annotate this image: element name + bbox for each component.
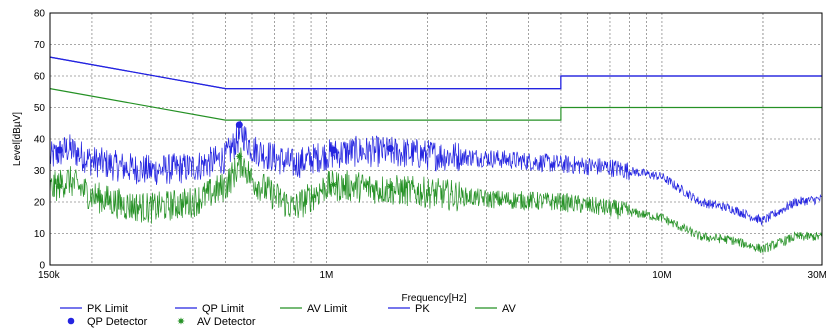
legend-item-av-limit: AV Limit xyxy=(280,303,347,315)
y-tick-label: 30 xyxy=(34,166,46,177)
series-pk-limit xyxy=(49,56,822,90)
y-axis-label: Level[dBµV] xyxy=(12,112,23,166)
x-tick-label: 10M xyxy=(652,270,671,281)
traces xyxy=(49,120,823,254)
legend-label: AV xyxy=(502,303,517,315)
qp-detector-point xyxy=(235,121,243,129)
series-qp-limit xyxy=(49,56,822,90)
series-pk xyxy=(49,120,823,227)
y-tick-label: 50 xyxy=(34,103,46,114)
y-tick-label: 60 xyxy=(34,72,46,83)
legend-label: PK xyxy=(415,303,430,315)
legend-label: QP Limit xyxy=(202,303,244,315)
limit-lines xyxy=(49,56,822,121)
legend-swatch xyxy=(177,317,185,325)
legend-label: QP Detector xyxy=(87,316,148,328)
grid xyxy=(50,12,822,266)
qp-detector-point xyxy=(330,146,338,154)
y-tick-label: 10 xyxy=(34,229,46,240)
x-tick-label: 30M xyxy=(808,270,826,281)
tick-labels: 0 10 20 30 40 50 60 70 80 150k 1M 10M 30M xyxy=(34,9,826,282)
y-tick-label: 80 xyxy=(34,9,46,20)
legend-item-pk-limit: PK Limit xyxy=(60,303,128,315)
series-av-limit xyxy=(49,88,822,121)
x-axis-label: Frequency[Hz] xyxy=(401,293,466,304)
legend: PK Limit QP Limit AV Limit PK AV QP Detector A… xyxy=(60,303,517,328)
legend-label: AV Limit xyxy=(307,303,347,315)
legend-item-qp-limit: QP Limit xyxy=(175,303,244,315)
y-tick-label: 20 xyxy=(34,198,46,209)
legend-label: PK Limit xyxy=(87,303,128,315)
x-tick-label: 1M xyxy=(319,270,333,281)
y-tick-label: 0 xyxy=(39,261,45,272)
legend-item-av: AV xyxy=(475,303,517,315)
av-detector-point xyxy=(55,182,64,191)
legend-item-av-detector: AV Detector xyxy=(177,316,256,328)
detector-markers xyxy=(55,121,395,191)
qp-detector-point xyxy=(55,146,63,154)
av-detector-point xyxy=(235,152,244,161)
y-tick-label: 40 xyxy=(34,135,46,146)
legend-item-pk: PK xyxy=(388,303,430,315)
legend-label: AV Detector xyxy=(197,316,256,328)
av-detector-point xyxy=(329,180,338,189)
legend-item-qp-detector: QP Detector xyxy=(67,316,148,328)
y-tick-label: 70 xyxy=(34,40,46,51)
av-detector-point xyxy=(386,182,395,191)
series-av xyxy=(49,147,823,254)
plot-frame xyxy=(49,12,823,266)
legend-swatch xyxy=(67,317,75,325)
qp-detector-point xyxy=(386,144,394,152)
x-tick-label: 150k xyxy=(38,270,61,281)
